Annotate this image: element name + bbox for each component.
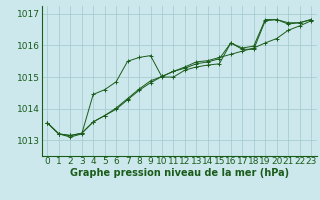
X-axis label: Graphe pression niveau de la mer (hPa): Graphe pression niveau de la mer (hPa) <box>70 168 289 178</box>
